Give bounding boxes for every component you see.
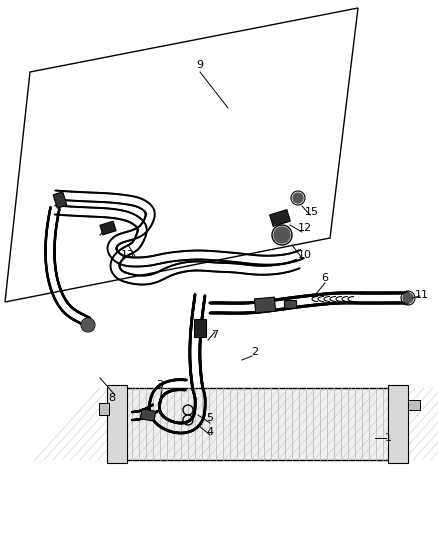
Text: 10: 10 (298, 250, 312, 260)
Circle shape (83, 320, 93, 330)
Circle shape (274, 227, 290, 243)
Circle shape (403, 293, 413, 303)
Bar (388, 385, 408, 463)
Text: 9: 9 (196, 60, 204, 70)
Text: 7: 7 (212, 330, 219, 340)
Polygon shape (254, 297, 276, 313)
Text: 1: 1 (385, 433, 392, 443)
Bar (125, 388, 390, 460)
Text: 13: 13 (121, 250, 135, 260)
Text: 6: 6 (321, 273, 328, 283)
Text: 12: 12 (298, 223, 312, 233)
Text: 5: 5 (206, 413, 213, 423)
Text: 11: 11 (415, 290, 429, 300)
Bar (107, 385, 127, 463)
Polygon shape (194, 319, 206, 337)
Text: 4: 4 (206, 427, 214, 437)
Polygon shape (140, 409, 156, 421)
Text: 15: 15 (305, 207, 319, 217)
Bar (408, 400, 420, 410)
Polygon shape (100, 221, 116, 235)
Polygon shape (5, 8, 358, 302)
Polygon shape (284, 300, 296, 308)
Text: 2: 2 (251, 347, 258, 357)
Polygon shape (53, 192, 67, 208)
Text: 3: 3 (156, 380, 163, 390)
Text: 8: 8 (109, 393, 116, 403)
Circle shape (293, 193, 303, 203)
Polygon shape (270, 209, 290, 227)
Circle shape (82, 319, 94, 331)
Bar (99, 403, 109, 415)
